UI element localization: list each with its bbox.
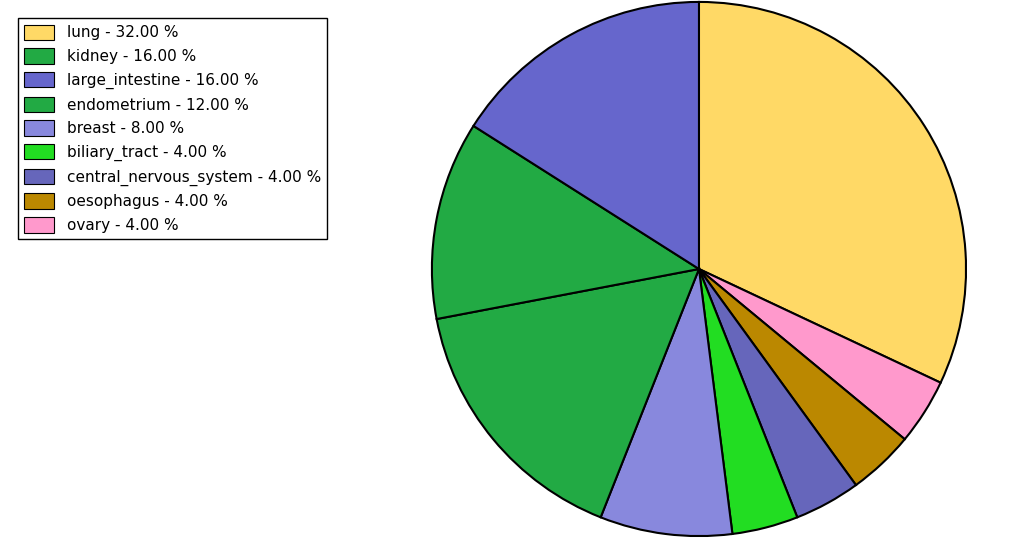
Wedge shape — [699, 269, 905, 485]
Wedge shape — [699, 2, 966, 383]
Wedge shape — [699, 269, 941, 439]
Wedge shape — [699, 269, 797, 534]
Wedge shape — [432, 126, 699, 319]
Wedge shape — [473, 2, 699, 269]
Wedge shape — [601, 269, 732, 536]
Wedge shape — [437, 269, 699, 518]
Legend: lung - 32.00 %, kidney - 16.00 %, large_intestine - 16.00 %, endometrium - 12.00: lung - 32.00 %, kidney - 16.00 %, large_… — [18, 18, 327, 239]
Wedge shape — [699, 269, 856, 518]
